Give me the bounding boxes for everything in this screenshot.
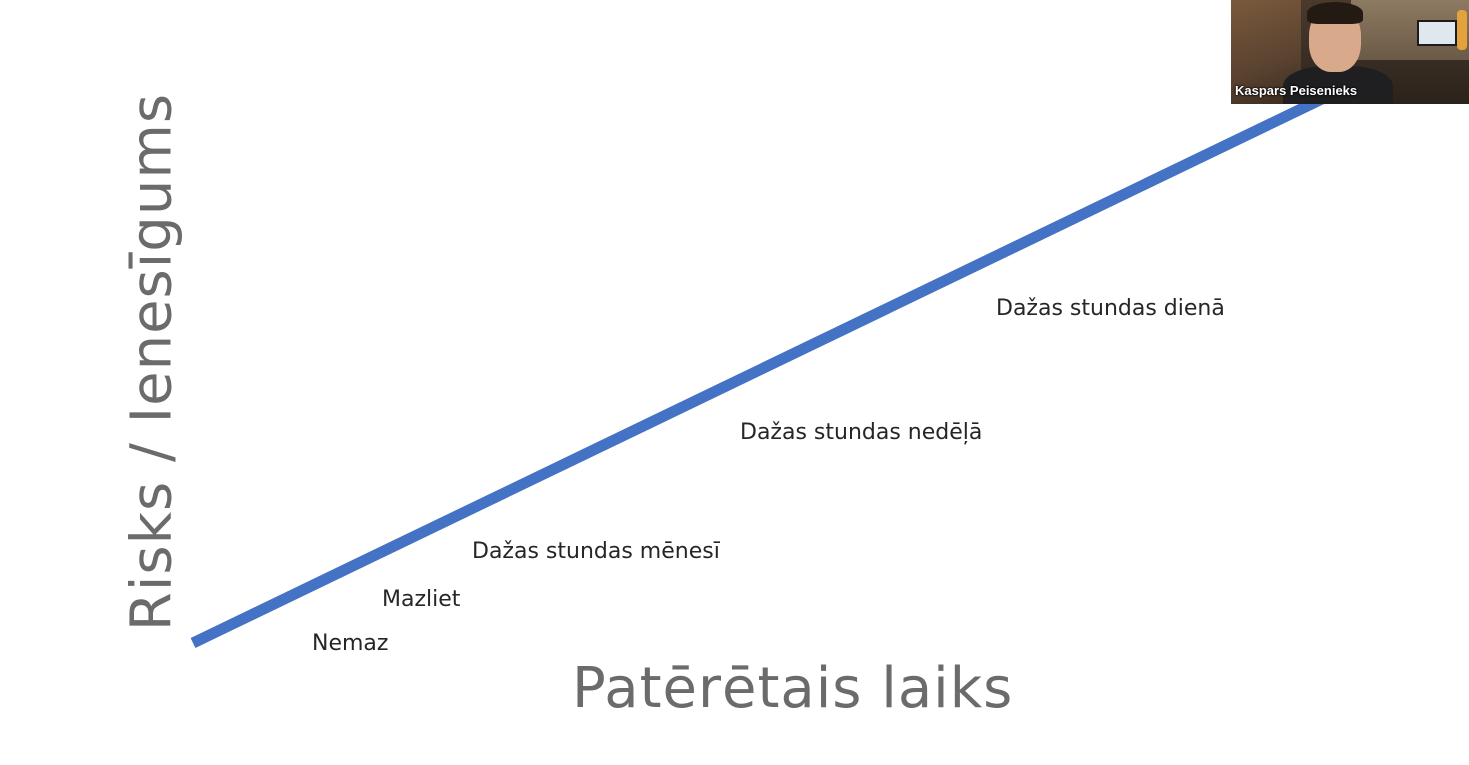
video-background-monitor: [1417, 20, 1457, 46]
level-label-hours-per-week: Dažas stundas nedēļā: [740, 420, 983, 445]
participant-video-tile[interactable]: Kaspars Peisenieks: [1231, 0, 1469, 104]
video-background-lamp: [1457, 10, 1467, 50]
x-axis-title: Patērētais laiks: [572, 656, 1014, 721]
level-label-a-little: Mazliet: [382, 587, 461, 612]
participant-name-label: Kaspars Peisenieks: [1235, 83, 1358, 98]
y-axis-title: Risks / Ienesīgums: [119, 92, 185, 632]
level-label-hours-per-month: Dažas stundas mēnesī: [472, 539, 720, 564]
participant-body: [1283, 66, 1393, 104]
level-label-none: Nemaz: [312, 631, 389, 656]
trend-line: [190, 91, 1331, 648]
level-label-hours-per-day: Dažas stundas dienā: [996, 296, 1225, 321]
participant-hair: [1307, 2, 1363, 24]
